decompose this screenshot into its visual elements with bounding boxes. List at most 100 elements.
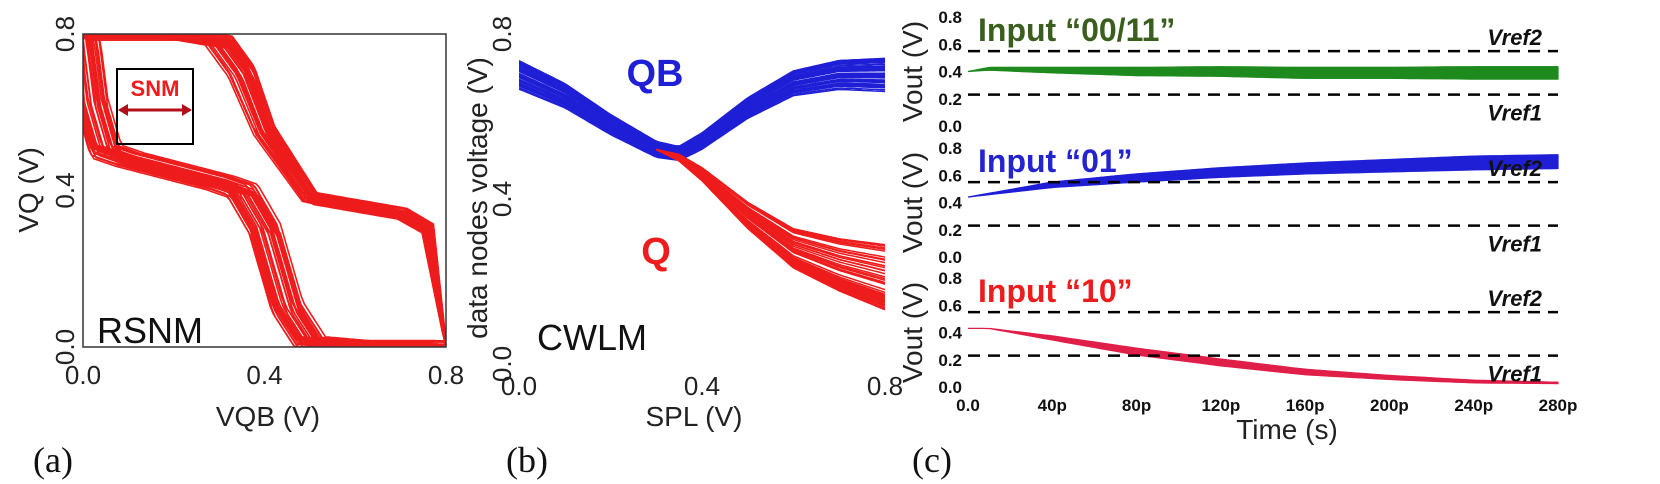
panel-c-1-ytick-1: 0.2 [938,221,962,240]
panel-b-xtick-0: 0.0 [501,371,537,401]
panel-a-xlabel: VQB (V) [216,401,320,432]
panel-b-curves [519,57,885,311]
panel-c-0-strand-4 [967,67,1558,72]
panel-a-xtick-1: 0.4 [246,360,282,390]
series-label-q: Q [641,231,671,273]
panel-c-0-ytick-4: 0.8 [938,8,962,27]
panel-c-xtick-0: 0.0 [956,396,980,415]
panel-c-2-ref-label-Vref2: Vref2 [1487,286,1542,311]
q-curve-44 [656,148,885,291]
panel-c-0-strand-2 [967,68,1558,75]
panel-c-2-ytick-4: 0.8 [938,269,962,288]
panel-c-2-ytick-0: 0.0 [938,378,962,397]
panel-c-0-strand-3 [967,68,1558,73]
rsnm-curve-0-26 [88,34,446,342]
subplot-input-10: 0.0 0.2 0.4 0.6 0.8 Vout (V) Vref2 Vref1 Input “… [897,269,1559,397]
panel-c-1-strand-1 [967,165,1559,198]
panel-b-xlabel: SPL (V) [646,401,743,432]
snm-annotation: SNM [131,76,180,101]
panel-a-ytick-1: 0.4 [50,172,80,208]
panel-c-xtick-1: 40p [1038,396,1067,415]
panel-c-xtick-4: 160p [1286,396,1325,415]
qb-curve-35 [519,82,885,158]
panel-c-2-ylabel: Vout (V) [897,282,928,383]
panel-c-2-ytick-3: 0.6 [938,296,962,315]
panel-c-1-strand-5 [967,154,1559,198]
panel-c-1-ref-label-Vref1: Vref1 [1487,232,1542,257]
panel-a-curves [83,34,446,347]
panel-c-xtick-5: 200p [1370,396,1409,415]
panel-c-1-ytick-0: 0.0 [938,248,962,267]
panel-c-label: (c) [912,440,952,480]
panel-c-0-strand-0 [967,69,1558,80]
panel-c-2-strand-4 [968,328,1559,383]
rsnm-curve-1-36 [94,35,446,347]
rsnm-curve-1-32 [94,34,446,343]
q-curve-38 [656,148,885,269]
panel-c-1-strand-2 [967,162,1559,198]
panel-c-0-title: Input “00/11” [978,12,1175,48]
panel-c-xtick-6: 240p [1454,396,1493,415]
panel-b-corner-text: CWLM [537,317,647,358]
panel-a-ylabel: VQ (V) [13,147,44,233]
subplot-input-00-11: 0.0 0.2 0.4 0.6 0.8 Vout (V) Vref2 Vref1 Input “… [897,8,1559,136]
panel-c-2-ytick-2: 0.4 [938,324,962,343]
rsnm-curve-1-38 [94,34,446,347]
panel-c: 0.0 0.2 0.4 0.6 0.8 Vout (V) Vref2 Vref1 Input “… [897,8,1577,480]
panel-c-0-ytick-3: 0.6 [938,35,962,54]
panel-c-0-ytick-0: 0.0 [938,117,962,136]
panel-c-0-ylabel: Vout (V) [897,21,928,122]
panel-c-1-strand-4 [967,156,1559,198]
panel-c-2-strand-3 [968,328,1559,384]
panel-b-ytick-0: 0.0 [487,346,517,382]
panel-c-1-ref-label-Vref2: Vref2 [1487,156,1542,181]
panel-a-corner-text: RSNM [97,310,203,351]
q-curve-41 [656,148,885,246]
rsnm-curve-1-12 [83,40,433,347]
q-curve-35 [655,148,885,300]
panel-a-plot-area [83,34,446,347]
panel-a-y-ticks: 0.0 0.4 0.8 [50,16,80,365]
qb-curve-31 [519,73,885,154]
rsnm-curve-1-39 [83,34,442,347]
qb-curve-37 [519,76,885,155]
panel-c-1-ytick-2: 0.4 [938,194,962,213]
snm-arrow-right-head [182,104,192,116]
panel-c-2-title: Input “10” [978,273,1133,309]
panel-c-0-ref-label-Vref2: Vref2 [1487,25,1542,50]
rsnm-curve-1-37 [83,35,438,347]
rsnm-curve-0-37 [89,36,446,347]
snm-box [116,68,194,145]
panel-c-2-ref-label-Vref1: Vref1 [1487,362,1542,387]
panel-c-xlabel: Time (s) [1236,414,1338,445]
panel-b-xtick-2: 0.8 [867,371,903,401]
panel-b: 0.0 0.4 0.8 0.0 0.4 0.8 QB Q CWLM SPL (V) da… [462,16,903,480]
rsnm-curve-1-28 [83,40,446,347]
rsnm-curve-0-39 [83,34,446,347]
panel-b-ytick-2: 0.8 [487,16,517,52]
panel-a-label: (a) [33,440,73,480]
qb-curve-40 [519,63,885,150]
panel-c-x-ticks: 0.0 40p 80p 120p 160p 200p 240p 280p [956,396,1577,415]
panel-c-1-ytick-3: 0.6 [938,166,962,185]
qb-curve-38 [519,87,885,161]
panel-a-ytick-0: 0.0 [50,329,80,365]
panel-c-0-strand-5 [967,66,1558,72]
panel-c-xtick-3: 120p [1201,396,1240,415]
q-curve-42 [655,148,885,307]
qb-curve-43 [519,68,885,152]
panel-a: 0.0 0.4 0.8 0.0 0.4 0.8 SNM RSNM VQB (V) VQ … [13,16,464,480]
qb-curve-44 [519,58,885,148]
panel-b-label: (b) [506,440,548,480]
panel-a-ytick-2: 0.8 [50,16,80,52]
panel-c-xtick-2: 80p [1122,396,1151,415]
panel-a-xtick-2: 0.8 [428,360,464,390]
q-curve-43 [656,148,885,284]
panel-b-xtick-1: 0.4 [684,371,720,401]
q-curve-27 [656,148,885,258]
panel-a-frame [82,33,447,348]
panel-c-1-ylabel: Vout (V) [897,152,928,253]
panel-c-2-strand-1 [968,328,1558,384]
subplot-input-01: 0.0 0.2 0.4 0.6 0.8 Vout (V) Vref2 Vref1 Input “… [897,139,1559,267]
